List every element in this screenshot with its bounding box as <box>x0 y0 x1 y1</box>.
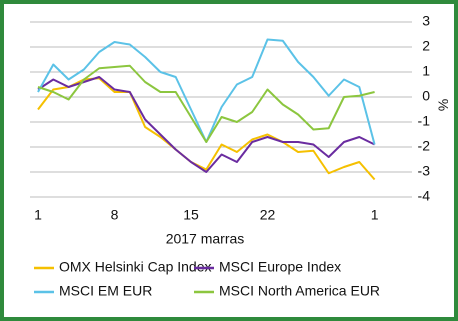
y-tick-label: 1 <box>422 63 430 79</box>
chart: 2017 marras % -4 -3 -2 -1 0 1 2 3 1 8 15 22 1 OMX Hel… <box>30 13 451 299</box>
x-tick-label: 8 <box>111 207 119 223</box>
series-line <box>37 76 376 173</box>
legend-label: MSCI EM EUR <box>59 283 152 299</box>
x-tick-label: 22 <box>260 207 276 223</box>
x-tick-label: 15 <box>183 207 199 223</box>
y-tick-label: 0 <box>422 88 430 104</box>
y-tick-label: -3 <box>418 163 431 179</box>
y-tick-label: 3 <box>422 13 430 29</box>
y-tick-label: 2 <box>422 38 430 54</box>
x-tick-label: 1 <box>34 207 42 223</box>
series-line <box>37 64 375 143</box>
y-tick-label: -4 <box>418 188 431 204</box>
y-axis-title: % <box>435 99 451 111</box>
x-axis-title: 2017 marras <box>166 231 245 247</box>
y-tick-label: -2 <box>418 138 431 154</box>
y-tick-label: -1 <box>418 113 431 129</box>
x-tick-label: 1 <box>371 207 379 223</box>
legend-label: MSCI North America EUR <box>219 283 380 299</box>
legend-label: OMX Helsinki Cap Index <box>59 259 212 275</box>
legend-label: MSCI Europe Index <box>219 259 341 275</box>
